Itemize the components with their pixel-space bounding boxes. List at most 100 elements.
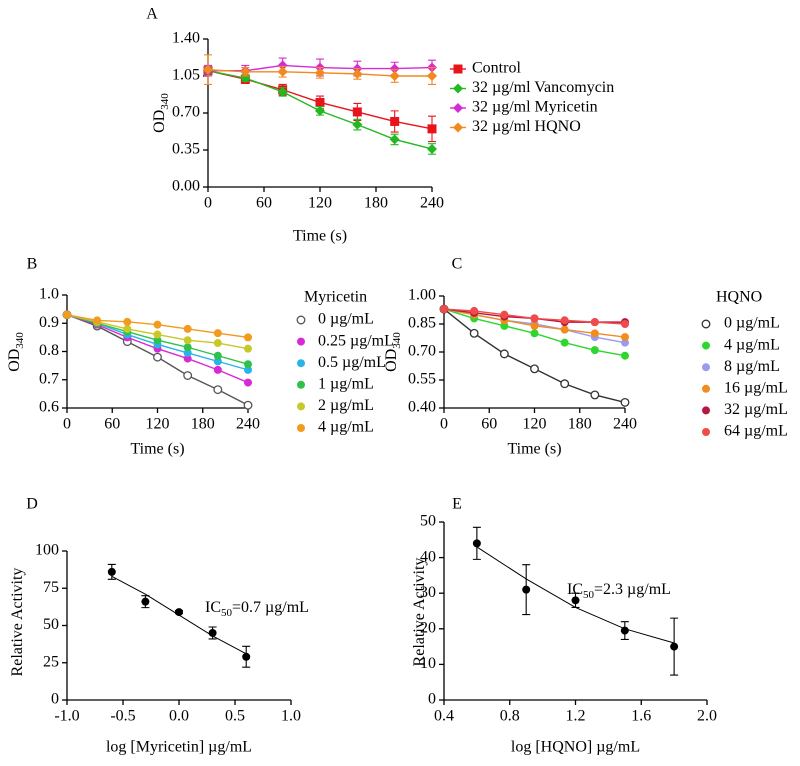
annotation-rest: =0.7 µg/mL xyxy=(232,599,309,616)
legend-marker xyxy=(702,428,710,436)
data-point xyxy=(203,64,213,75)
data-point xyxy=(213,339,222,348)
legend-marker xyxy=(453,64,463,74)
annotation: IC50=0.7 µg/mL xyxy=(205,599,309,619)
data-point xyxy=(427,124,437,134)
x-axis-title: Time (s) xyxy=(507,441,561,458)
y-tick-label: 1.00 xyxy=(408,287,436,304)
data-point xyxy=(315,105,325,116)
legend-label: 32 µg/ml Vancomycin xyxy=(472,79,614,96)
data-point xyxy=(500,310,509,319)
data-point xyxy=(621,333,629,342)
legend-label: 8 µg/mL xyxy=(724,358,780,375)
data-point xyxy=(243,400,253,410)
data-point xyxy=(153,320,162,329)
data-point xyxy=(183,348,192,357)
data-point xyxy=(63,310,71,319)
legend-label: 32 µg/mL xyxy=(724,401,788,418)
data-point xyxy=(352,107,362,117)
x-tick-label: 0.5 xyxy=(225,708,245,725)
y-tick-label: 50 xyxy=(420,513,436,530)
x-axis-title: log [HQNO] µg/mL xyxy=(511,739,640,756)
y-tick-label: 0.85 xyxy=(408,315,436,332)
y-axis-title-sub: 340 xyxy=(391,332,403,349)
data-point xyxy=(153,336,162,345)
legend-label: 0 µg/mL xyxy=(318,311,374,328)
data-point xyxy=(123,324,132,333)
data-point xyxy=(590,390,600,400)
legend-label: 4 µg/mL xyxy=(724,336,780,353)
y-tick-label: 100 xyxy=(35,542,59,559)
data-point xyxy=(470,306,479,315)
y-axis-title-main: OD xyxy=(6,349,23,372)
data-point xyxy=(244,365,252,374)
legend-label: 32 µg/ml Myricetin xyxy=(472,99,598,116)
x-tick-label: 1.0 xyxy=(281,708,301,725)
legend-label: 16 µg/mL xyxy=(724,379,788,396)
y-axis-title: Relative Activity xyxy=(9,568,26,677)
data-point xyxy=(183,336,192,345)
data-point xyxy=(352,68,363,79)
panel-label: D xyxy=(26,496,38,513)
data-point xyxy=(213,351,222,360)
panel-label: E xyxy=(452,496,462,513)
x-tick-label: 120 xyxy=(308,195,332,212)
data-point xyxy=(277,66,288,77)
data-point xyxy=(621,351,629,360)
legend-label: 0.25 µg/mL xyxy=(318,332,394,349)
x-axis-title: Time (s) xyxy=(130,441,184,458)
x-tick-label: 60 xyxy=(256,195,272,212)
x-tick-label: 0 xyxy=(63,416,71,433)
legend-marker xyxy=(453,122,463,133)
legend-marker xyxy=(296,315,306,325)
y-axis-title-main: Relative Activity xyxy=(411,558,428,667)
y-tick-label: 0.70 xyxy=(172,104,200,121)
data-point xyxy=(621,338,629,347)
data-point xyxy=(530,364,539,374)
data-point xyxy=(244,344,252,353)
data-point xyxy=(560,379,570,389)
legend-marker xyxy=(297,424,305,432)
y-tick-label: 0.40 xyxy=(408,399,436,416)
x-tick-label: 0.0 xyxy=(169,708,189,725)
y-tick-label: 0.7 xyxy=(39,370,59,387)
data-point xyxy=(472,539,481,548)
data-point xyxy=(469,328,479,338)
x-tick-label: 0.4 xyxy=(434,708,454,725)
legend-label: 4 µg/mL xyxy=(318,419,374,436)
x-tick-label: 180 xyxy=(568,416,592,433)
legend-marker xyxy=(453,103,463,113)
x-tick-label: 0 xyxy=(204,195,212,212)
x-tick-label: 180 xyxy=(364,195,388,212)
data-point xyxy=(620,397,630,407)
data-point xyxy=(427,71,437,81)
y-tick-label: 0.00 xyxy=(172,178,200,195)
y-axis-title: OD340 xyxy=(151,93,171,133)
data-point xyxy=(530,321,539,330)
y-tick-label: 30 xyxy=(420,584,436,601)
legend-label: 2 µg/mL xyxy=(318,397,374,414)
data-point xyxy=(499,349,509,359)
annotation-main: IC xyxy=(567,581,583,598)
y-tick-label: 10 xyxy=(420,655,436,672)
panel-label: C xyxy=(452,256,463,273)
y-axis-title: Relative Activity xyxy=(411,558,428,667)
x-tick-label: 2.0 xyxy=(697,708,717,725)
y-tick-label: 25 xyxy=(43,653,59,670)
y-tick-label: 1.40 xyxy=(172,30,200,47)
legend-label: 0.5 µg/mL xyxy=(318,354,386,371)
x-tick-label: 240 xyxy=(236,416,260,433)
data-point xyxy=(389,134,400,145)
data-point xyxy=(571,596,580,605)
y-tick-label: 0 xyxy=(51,691,59,708)
legend-label: 32 µg/ml HQNO xyxy=(472,118,581,135)
x-axis-title: Time (s) xyxy=(293,228,347,245)
legend-label: 64 µg/mL xyxy=(724,423,788,440)
data-point xyxy=(213,365,222,374)
annotation-main: IC xyxy=(205,599,221,616)
legend-title: Myricetin xyxy=(304,289,367,306)
y-tick-label: 0.6 xyxy=(39,399,59,416)
annotation-sub: 50 xyxy=(221,607,233,619)
data-point xyxy=(183,371,193,380)
data-point xyxy=(560,325,569,334)
